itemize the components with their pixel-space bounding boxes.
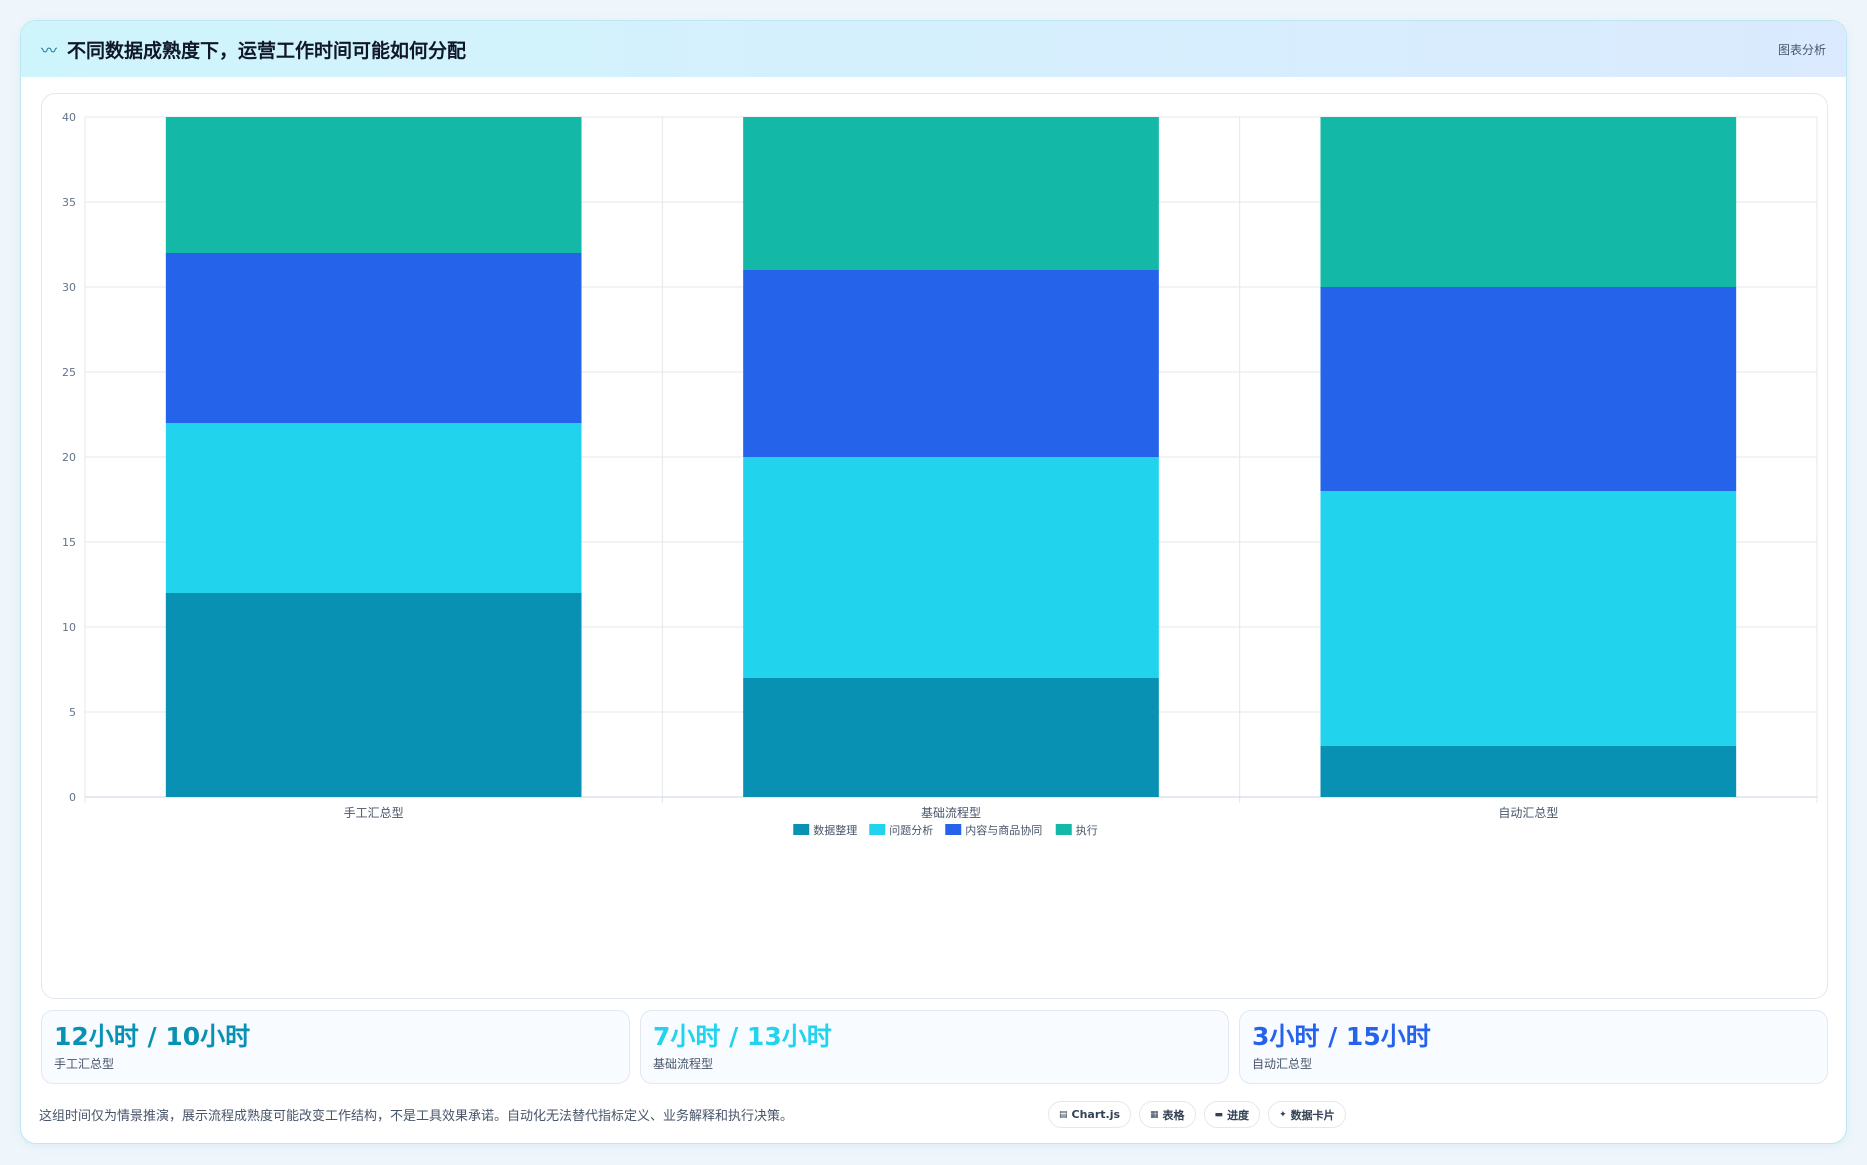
legend-swatch	[1055, 824, 1072, 835]
chart-icon: ▤	[1059, 1109, 1068, 1120]
disclaimer-note: 这组时间仅为情景推演，展示流程成熟度可能改变工作结构，不是工具效果承诺。自动化无…	[39, 1108, 794, 1124]
bar-segment	[743, 117, 1159, 270]
x-tick-label: 手工汇总型	[344, 806, 404, 820]
stat-value: 12小时 / 10小时	[54, 1022, 251, 1051]
y-tick-label: 35	[62, 196, 76, 209]
y-tick-label: 10	[62, 621, 76, 634]
stat-card-manual: 12小时 / 10小时 手工汇总型	[41, 1010, 630, 1084]
page-title: 不同数据成熟度下，运营工作时间可能如何分配	[67, 39, 467, 62]
sparkle-icon: ✦	[1279, 1109, 1287, 1120]
stat-cards: 12小时 / 10小时 手工汇总型 7小时 / 13小时 基础流程型 3小时 /…	[41, 1010, 1828, 1084]
bar-segment	[1320, 287, 1737, 491]
trend-line-icon: 〰	[41, 41, 58, 60]
bar-segment	[1320, 491, 1737, 746]
chart-analysis-label: 图表分析	[1777, 42, 1826, 57]
x-tick-label: 基础流程型	[921, 805, 981, 820]
y-tick-label: 5	[69, 706, 76, 719]
legend-label: 执行	[1076, 823, 1098, 837]
chip-label: 数据卡片	[1290, 1108, 1335, 1122]
chip-data-card[interactable]: ✦ 数据卡片	[1268, 1101, 1346, 1128]
chart-card: 〰 不同数据成熟度下，运营工作时间可能如何分配 图表分析 0 5 10 15 20 25 3…	[20, 20, 1847, 1144]
y-tick-label: 0	[69, 791, 76, 804]
stat-label: 手工汇总型	[54, 1057, 115, 1071]
progress-icon: ▬	[1214, 1109, 1224, 1120]
bar-segment	[743, 270, 1159, 457]
legend-swatch	[945, 824, 962, 835]
bar-segment	[743, 457, 1159, 678]
legend-swatch	[793, 824, 810, 835]
stat-card-basic: 7小时 / 13小时 基础流程型	[640, 1010, 1229, 1084]
bar-segment	[165, 117, 582, 253]
legend-label: 问题分析	[889, 823, 933, 837]
bar-segment	[743, 678, 1159, 797]
chip-label: 表格	[1162, 1108, 1185, 1122]
stat-label: 自动汇总型	[1252, 1057, 1313, 1071]
y-tick-label: 15	[62, 536, 76, 549]
bar-segment	[165, 423, 582, 593]
stat-value: 3小时 / 15小时	[1252, 1022, 1431, 1051]
bar-segment	[1320, 746, 1737, 797]
x-tick-label: 自动汇总型	[1498, 806, 1558, 820]
y-tick-label: 20	[62, 451, 76, 464]
bar-segment	[1320, 117, 1737, 287]
y-tick-label: 30	[62, 281, 76, 294]
y-tick-label: 40	[62, 111, 76, 124]
stat-value: 7小时 / 13小时	[653, 1022, 832, 1051]
stat-label: 基础流程型	[653, 1057, 714, 1071]
chip-progress[interactable]: ▬ 进度	[1203, 1101, 1261, 1128]
table-icon: ▦	[1150, 1109, 1159, 1120]
legend-label: 数据整理	[813, 823, 857, 837]
bar-segment	[165, 593, 582, 797]
chip-chartjs[interactable]: ▤ Chart.js	[1048, 1101, 1132, 1128]
legend-swatch	[869, 824, 886, 835]
chip-label: 进度	[1227, 1108, 1250, 1122]
chart-container: 0 5 10 15 20 25 30 35 40 手工汇总型 基础流程型 自动汇总型数据整理 问题分析 内…	[41, 93, 1828, 999]
bar-segment	[165, 253, 582, 423]
chip-table[interactable]: ▦ 表格	[1139, 1101, 1196, 1128]
stat-card-auto: 3小时 / 15小时 自动汇总型	[1239, 1010, 1828, 1084]
tag-chips: ▤ Chart.js ▦ 表格 ▬ 进度 ✦ 数据卡片	[1048, 1101, 1346, 1128]
y-tick-label: 25	[62, 366, 76, 379]
card-header: 〰 不同数据成熟度下，运营工作时间可能如何分配 图表分析	[21, 21, 1846, 77]
chip-label: Chart.js	[1071, 1108, 1121, 1121]
footer: 这组时间仅为情景推演，展示流程成熟度可能改变工作结构，不是工具效果承诺。自动化无…	[39, 1097, 1829, 1131]
legend-label: 内容与商品协同	[965, 823, 1042, 837]
